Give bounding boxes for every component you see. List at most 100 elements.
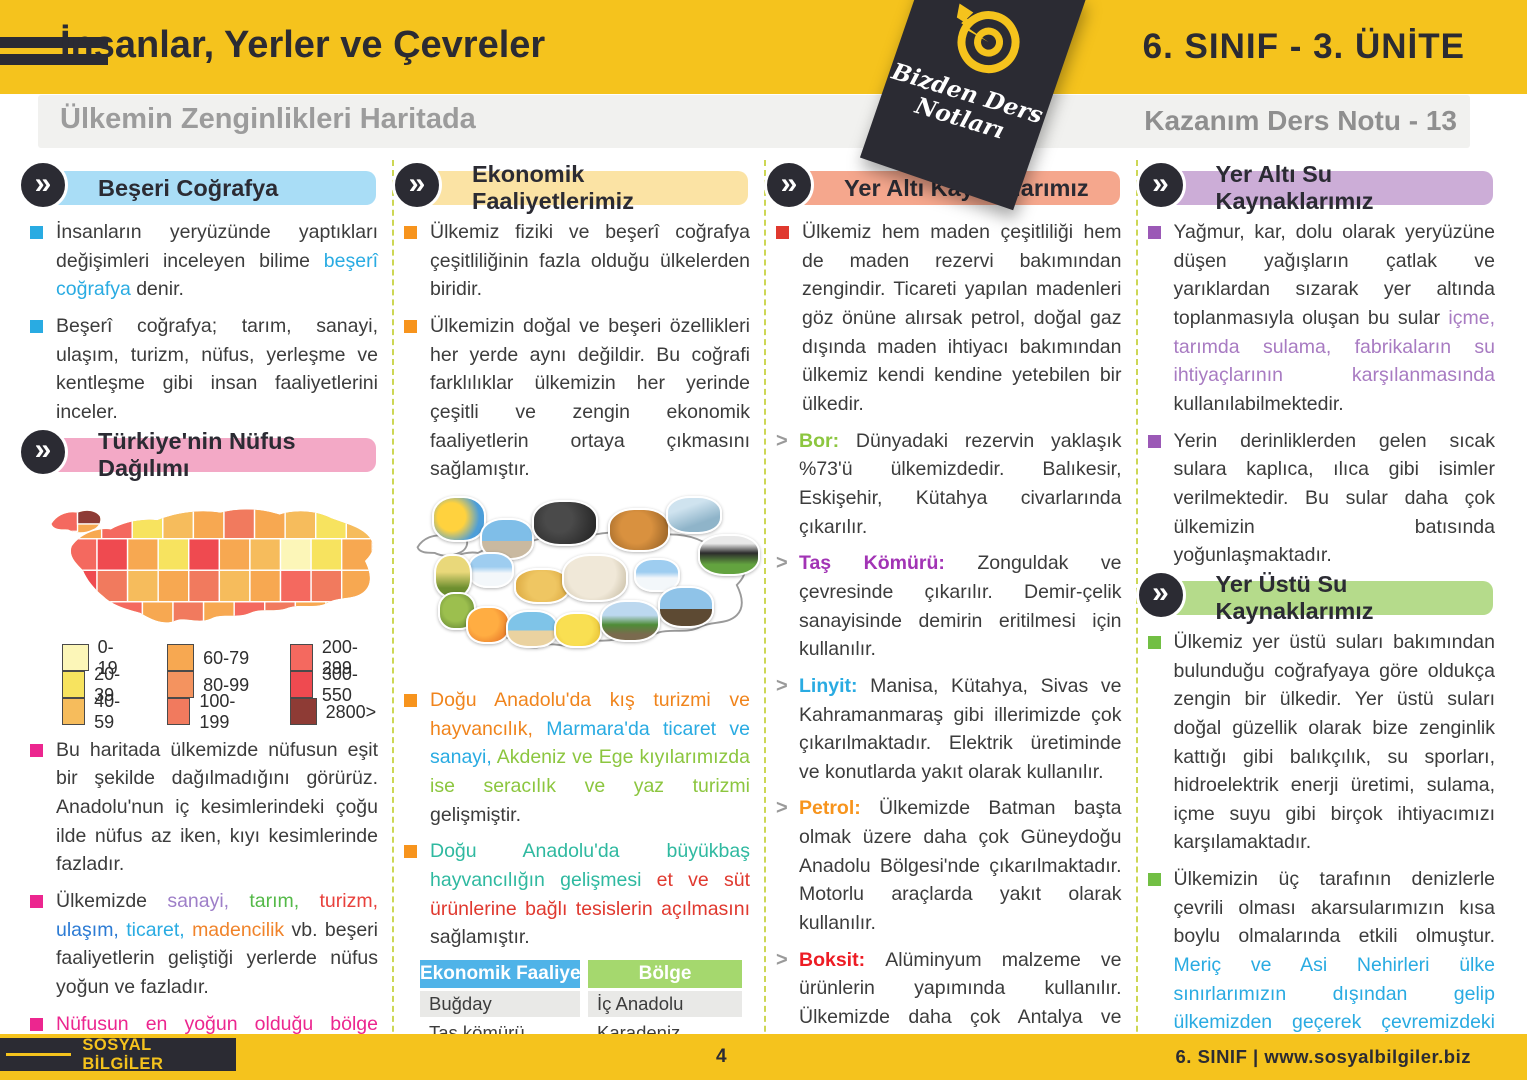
legend-swatch <box>62 643 89 671</box>
section-title: Yer Üstü Su Kaynaklarımız <box>1161 571 1493 624</box>
text-segment: Yağmur, kar, dolu olarak yeryüzüne düşen… <box>1173 221 1496 329</box>
legend-label: 40-59 <box>94 691 121 733</box>
photo-olive-oil <box>434 553 472 598</box>
brand-dash-icon <box>6 1053 72 1056</box>
bullet-square-icon <box>404 845 417 859</box>
section-title: Türkiye'nin Nüfus Dağılımı <box>44 428 376 481</box>
text-segment: et ve süt ürünlerine bağlı tesislerin aç… <box>430 868 750 920</box>
list-item: Ülkemiz yer üstü suları bakımından bulun… <box>1147 628 1496 857</box>
photo-wheat <box>514 567 570 604</box>
text-segment: gelişmiştir. <box>430 803 522 826</box>
chevron-badge-icon: » <box>392 160 442 210</box>
legend-label: 20-39 <box>94 664 121 706</box>
legend-label: 60-79 <box>203 647 250 668</box>
text-segment: Taş Kömürü: <box>799 552 978 575</box>
section-header-beseri-cografya: » Beşeri Coğrafya <box>18 160 378 210</box>
legend-label: 80-99 <box>203 674 250 695</box>
legend-label: 100-199 <box>199 691 236 733</box>
bullet-square-icon <box>776 226 789 239</box>
text-segment: turizm, <box>319 889 379 912</box>
bullet-square-icon <box>404 693 417 707</box>
list-item: Bu haritada ülkemizde nüfusun eşit bir ş… <box>30 736 378 879</box>
mineral-item-bor: > Bor: Dünyadaki rezervin yaklaşık %73'ü… <box>776 427 1122 542</box>
text-segment: Akdeniz ve Ege kıyılarımızda ise seracıl… <box>430 746 750 797</box>
arrow-marker-icon: > <box>776 674 788 697</box>
bullet-text: Beşerî coğrafya; tarım, sanayi, ulaşım, … <box>56 312 378 427</box>
text-segment: Ülkemizin üç tarafının denizlerle çevril… <box>1173 868 1496 948</box>
mineral-text: Petrol: Ülkemizde Batman başta olmak üze… <box>799 794 1122 937</box>
table-row: Buğday İç Anadolu <box>420 990 742 1017</box>
text-segment: Doğu Anadolu'da büyükbaş hayvancılığın g… <box>430 840 750 891</box>
chevron-badge-icon: » <box>764 160 814 210</box>
chevron-badge-icon: » <box>18 160 68 210</box>
badge-text: Bizden Ders Notları <box>888 57 1046 146</box>
text-segment: Ülkemizde <box>56 889 168 912</box>
list-item: Ülkemizde sanayi, tarım, turizm, ulaşım,… <box>30 887 378 1002</box>
content-grid: » Beşeri Coğrafya İnsanların yeryüzünde … <box>18 160 1509 1080</box>
text-segment: İnsanların yeryüzünde yaptıkları değişim… <box>56 221 378 272</box>
section-title: Ekonomik Faaliyetlerimiz <box>418 161 748 214</box>
photo-bananas <box>554 611 602 648</box>
photo-fish <box>666 495 722 534</box>
table-header-row: Ekonomik Faaliyet Bölge <box>420 959 742 988</box>
mineral-item-taskomuru: > Taş Kömürü: Zonguldak ve çevresinde çı… <box>776 549 1122 664</box>
list-item: Doğu Anadolu'da kış turizmi ve hayvancıl… <box>404 686 750 829</box>
list-item: Beşerî coğrafya; tarım, sanayi, ulaşım, … <box>30 312 378 427</box>
mineral-text: Linyit: Manisa, Kütahya, Sivas ve Kahram… <box>799 672 1122 787</box>
text-segment: Ülkemizde Batman başta olmak üzere daha … <box>799 797 1122 935</box>
text-segment: Ülkemiz hem maden çeşitliliği hem de mad… <box>802 221 1122 415</box>
text-segment: denir. <box>130 278 184 301</box>
column-water-resources: » Yer Altı Su Kaynaklarımız Yağmur, kar,… <box>1135 160 1510 1080</box>
legend-label: 0-19 <box>97 637 118 679</box>
table-header-cell: Bölge <box>588 959 742 988</box>
footer-site-label: 6. SINIF | www.sosyalbilgiler.biz <box>1175 1046 1471 1067</box>
section-title: Yer Altı Su Kaynaklarımız <box>1161 161 1493 214</box>
text-segment: kullanılabilmektedir. <box>1173 392 1344 415</box>
bullet-text: Ülkemizin doğal ve beşeri özellikleri he… <box>430 312 750 484</box>
legend-item: 100-199 <box>167 691 255 732</box>
section-title: Beşeri Coğrafya <box>44 171 376 205</box>
column-underground-resources: » Yer Altı Kaynaklarımız Ülkemiz hem mad… <box>764 160 1138 1080</box>
bullet-text: Ülkemizde sanayi, tarım, turizm, ulaşım,… <box>56 887 378 1002</box>
bullet-square-icon <box>404 226 417 239</box>
list-item: Doğu Anadolu'da büyükbaş hayvancılığın g… <box>404 837 750 952</box>
bullet-square-icon <box>1147 434 1161 448</box>
legend-swatch <box>167 643 195 671</box>
list-item: Yerin derinliklerden gelen sıcak sulara … <box>1147 427 1495 570</box>
text-segment: Linyit: <box>799 674 871 697</box>
text-segment: Beşerî coğrafya; tarım, sanayi, ulaşım, … <box>56 314 378 423</box>
chevron-badge-icon: » <box>1135 569 1186 620</box>
text-segment: tarım, <box>249 889 320 912</box>
bullet-square-icon <box>30 1017 43 1031</box>
text-segment: Petrol: <box>799 797 880 820</box>
legend-item: 300-550 <box>289 664 378 705</box>
text-segment: Meriç ve Asi Nehirleri ülke sınırlarımız… <box>1173 954 1496 1062</box>
legend-swatch <box>167 697 191 725</box>
photo-dairy-cattle <box>698 533 760 576</box>
legend-item: 20-39 <box>62 664 133 705</box>
text-segment: Dünyadaki rezervin yaklaşık %73'ü ülkemi… <box>799 429 1122 538</box>
brand-badge: Bizden Ders Notları <box>859 0 1087 211</box>
arrow-marker-icon: > <box>776 948 788 971</box>
bullet-square-icon <box>1147 873 1161 887</box>
legend-item: 60-79 <box>167 643 255 672</box>
bullet-text: Doğu Anadolu'da büyükbaş hayvancılığın g… <box>430 837 750 952</box>
section-header-yeralti-su: » Yer Altı Su Kaynaklarımız <box>1135 160 1496 214</box>
lesson-subtitle: Ülkemin Zenginlikleri Haritada <box>60 103 476 135</box>
photo-coal <box>532 499 598 546</box>
legend-swatch <box>289 643 313 671</box>
list-item: Ülkemizin doğal ve beşeri özellikleri he… <box>404 312 750 484</box>
list-item: İnsanların yeryüzünde yaptıkları değişim… <box>30 218 378 304</box>
legend-group: 200-299 300-550 2800> <box>289 637 378 726</box>
legend-item: 40-59 <box>62 691 133 732</box>
unit-title: 6. SINIF - 3. ÜNİTE <box>1142 27 1465 66</box>
text-segment: ticaret, <box>126 918 193 941</box>
mineral-item-linyit: > Linyit: Manisa, Kütahya, Sivas ve Kahr… <box>776 672 1122 787</box>
arrow-marker-icon: > <box>776 429 788 452</box>
text-segment: sanayi, <box>167 889 250 912</box>
list-item: Yağmur, kar, dolu olarak yeryüzüne düşen… <box>1147 218 1496 419</box>
text-segment: Boksit: <box>799 948 886 971</box>
photo-cotton-harvester <box>600 599 660 642</box>
bullet-text: Doğu Anadolu'da kış turizmi ve hayvancıl… <box>430 686 750 829</box>
bullet-text: Ülkemiz yer üstü suları bakımından bulun… <box>1174 628 1496 857</box>
